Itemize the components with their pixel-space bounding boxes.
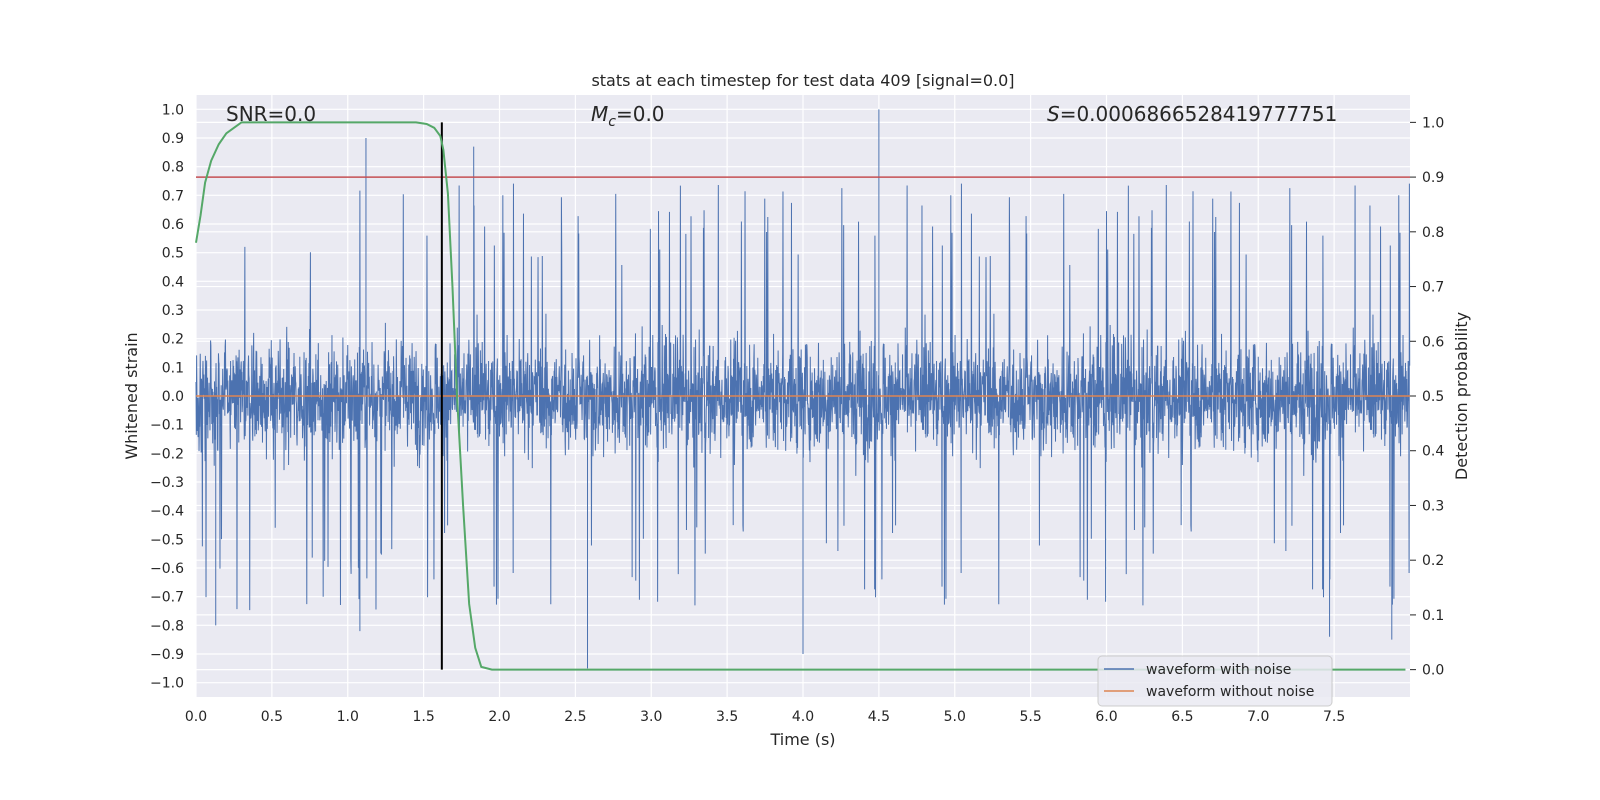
y-right-tick-label: 0.4 (1422, 444, 1444, 460)
y-left-tick-label: 0.8 (162, 160, 184, 176)
legend-label-waveform-without-noise: waveform without noise (1146, 684, 1314, 700)
y-right-tick-label: 0.7 (1422, 280, 1444, 296)
annotation-chirp-mass-subscript: c (608, 114, 616, 130)
y-left-tick-label: −0.2 (150, 446, 184, 462)
y-right-tick-label: 0.9 (1422, 170, 1444, 186)
annotation-snr: SNR=0.0 (226, 102, 316, 126)
plot-series-group (195, 109, 1411, 671)
x-axis-ticks: 0.0 0.5 1.0 1.5 2.0 2.5 3.0 3.5 4.0 4.5 5.0 5.5 6.0 6… (185, 709, 1345, 725)
y-right-tick-label: 0.1 (1422, 608, 1444, 624)
y-right-tick-label: 0.6 (1422, 334, 1444, 350)
y-left-tick-label: −0.1 (150, 418, 184, 434)
y-left-tick-label: 0.3 (162, 303, 184, 319)
y-left-tick-label: 0.1 (162, 360, 184, 376)
x-tick-label: 0.0 (185, 709, 207, 725)
x-tick-label: 4.5 (868, 709, 890, 725)
annotation-chirp-mass-symbol: M (591, 102, 608, 126)
x-tick-label: 3.5 (716, 709, 738, 725)
x-tick-label: 6.0 (1095, 709, 1117, 725)
x-tick-label: 2.0 (488, 709, 510, 725)
series-waveform-with-noise (195, 109, 1411, 669)
x-tick-label: 7.0 (1247, 709, 1269, 725)
x-tick-label: 0.5 (261, 709, 283, 725)
y-left-tick-label: −0.6 (150, 561, 184, 577)
x-tick-label: 5.0 (944, 709, 966, 725)
x-axis-label: Time (s) (769, 730, 835, 749)
y-left-tick-label: −0.5 (150, 532, 184, 548)
y-left-tick-label: −0.9 (150, 647, 184, 663)
y-right-tick-label: 0.8 (1422, 225, 1444, 241)
x-tick-label: 3.0 (640, 709, 662, 725)
y-left-tick-label: 0.5 (162, 246, 184, 262)
y-left-tick-label: −0.8 (150, 618, 184, 634)
legend-label-waveform-with-noise: waveform with noise (1146, 662, 1291, 678)
annotation-chirp-mass-value: =0.0 (616, 102, 665, 126)
y-axis-right-ticks: 1.0 0.9 0.8 0.7 0.6 0.5 0.4 0.3 0.2 0.1 0.0 (1410, 115, 1444, 679)
y-right-tick-label: 0.5 (1422, 389, 1444, 405)
x-tick-label: 6.5 (1171, 709, 1193, 725)
annotation-score-value: =0.0006866528419777751 (1060, 102, 1338, 126)
y-left-tick-label: 0.4 (162, 274, 184, 290)
y-right-tick-label: 0.2 (1422, 553, 1444, 569)
y-right-tick-label: 0.3 (1422, 498, 1444, 514)
y-left-tick-label: −0.7 (150, 590, 184, 606)
y-left-tick-label: 0.2 (162, 332, 184, 348)
y-left-tick-label: −0.3 (150, 475, 184, 491)
y-left-tick-label: 0.7 (162, 188, 184, 204)
series-detection-probability (195, 121, 1406, 671)
y-axis-left-ticks: 1.0 0.9 0.8 0.7 0.6 0.5 0.4 0.3 0.2 0.1 0.0 −0.1 −0.… (150, 102, 184, 691)
annotation-score: S=0.0006866528419777751 (1047, 102, 1337, 126)
legend-box (1097, 655, 1333, 707)
y-left-tick-label: 1.0 (162, 102, 184, 118)
x-tick-label: 5.5 (1019, 709, 1041, 725)
y-axis-left-label: Whitened strain (122, 332, 141, 459)
x-tick-label: 4.0 (792, 709, 814, 725)
chart-title: stats at each timestep for test data 409… (591, 71, 1014, 90)
x-tick-label: 2.5 (564, 709, 586, 725)
y-right-tick-label: 1.0 (1422, 115, 1444, 131)
y-left-tick-label: −0.4 (150, 504, 184, 520)
x-tick-label: 7.5 (1323, 709, 1345, 725)
y-left-tick-label: 0.0 (162, 389, 184, 405)
annotation-chirp-mass: Mc=0.0 (591, 102, 665, 130)
y-left-tick-label: −1.0 (150, 676, 184, 692)
legend: waveform with noise waveform without noi… (1097, 655, 1333, 707)
x-tick-label: 1.5 (412, 709, 434, 725)
y-left-tick-label: 0.6 (162, 217, 184, 233)
y-axis-right-label: Detection probability (1452, 312, 1471, 480)
y-right-tick-label: 0.0 (1422, 663, 1444, 679)
x-tick-label: 1.0 (337, 709, 359, 725)
y-left-tick-label: 0.9 (162, 131, 184, 147)
annotation-score-symbol: S (1047, 102, 1060, 126)
